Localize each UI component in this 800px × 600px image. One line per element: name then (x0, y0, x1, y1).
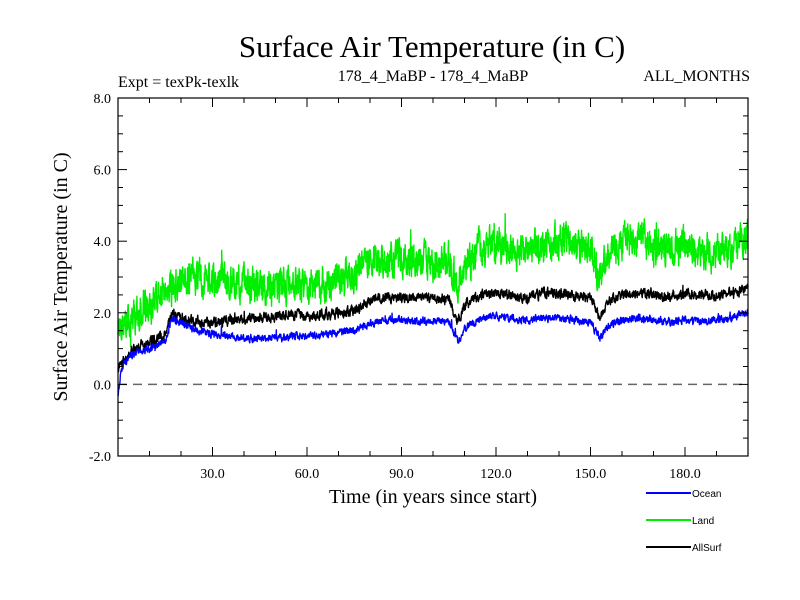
y-tick-label: -2.0 (89, 450, 111, 465)
legend-label-allsurf: AllSurf (692, 543, 722, 554)
x-tick-label: 150.0 (575, 467, 607, 482)
x-tick-label: 180.0 (669, 467, 701, 482)
legend: Ocean Land AllSurf (646, 489, 722, 554)
x-axis-label: Time (in years since start) (329, 486, 537, 508)
legend-label-ocean: Ocean (692, 489, 721, 500)
x-tick-labels: 30.0 60.0 90.0 120.0 150.0 180.0 (200, 467, 701, 482)
y-tick-label: 6.0 (94, 164, 112, 179)
y-axis-label: Surface Air Temperature (in C) (50, 152, 72, 401)
months-label: ALL_MONTHS (643, 68, 750, 85)
y-tick-label: 0.0 (94, 378, 112, 393)
plot-area (117, 97, 749, 457)
y-tick-label: 8.0 (94, 92, 112, 107)
chart-title: Surface Air Temperature (in C) (239, 29, 625, 64)
y-tick-label: 4.0 (94, 235, 112, 250)
comparison-label: 178_4_MaBP - 178_4_MaBP (338, 68, 529, 85)
tick-layer (117, 97, 749, 457)
x-tick-label: 30.0 (200, 467, 225, 482)
series-line-allsurf (117, 283, 749, 373)
x-tick-label: 120.0 (480, 467, 512, 482)
experiment-label: Expt = texPk-texlk (118, 74, 239, 91)
x-tick-label: 90.0 (389, 467, 414, 482)
y-tick-label: 2.0 (94, 307, 112, 322)
series-line-ocean (117, 308, 749, 397)
series-line-land (117, 213, 749, 347)
x-tick-label: 60.0 (295, 467, 320, 482)
y-tick-labels: -2.0 0.0 2.0 4.0 6.0 8.0 (89, 92, 111, 465)
legend-label-land: Land (692, 516, 714, 527)
series-layer (117, 213, 749, 397)
